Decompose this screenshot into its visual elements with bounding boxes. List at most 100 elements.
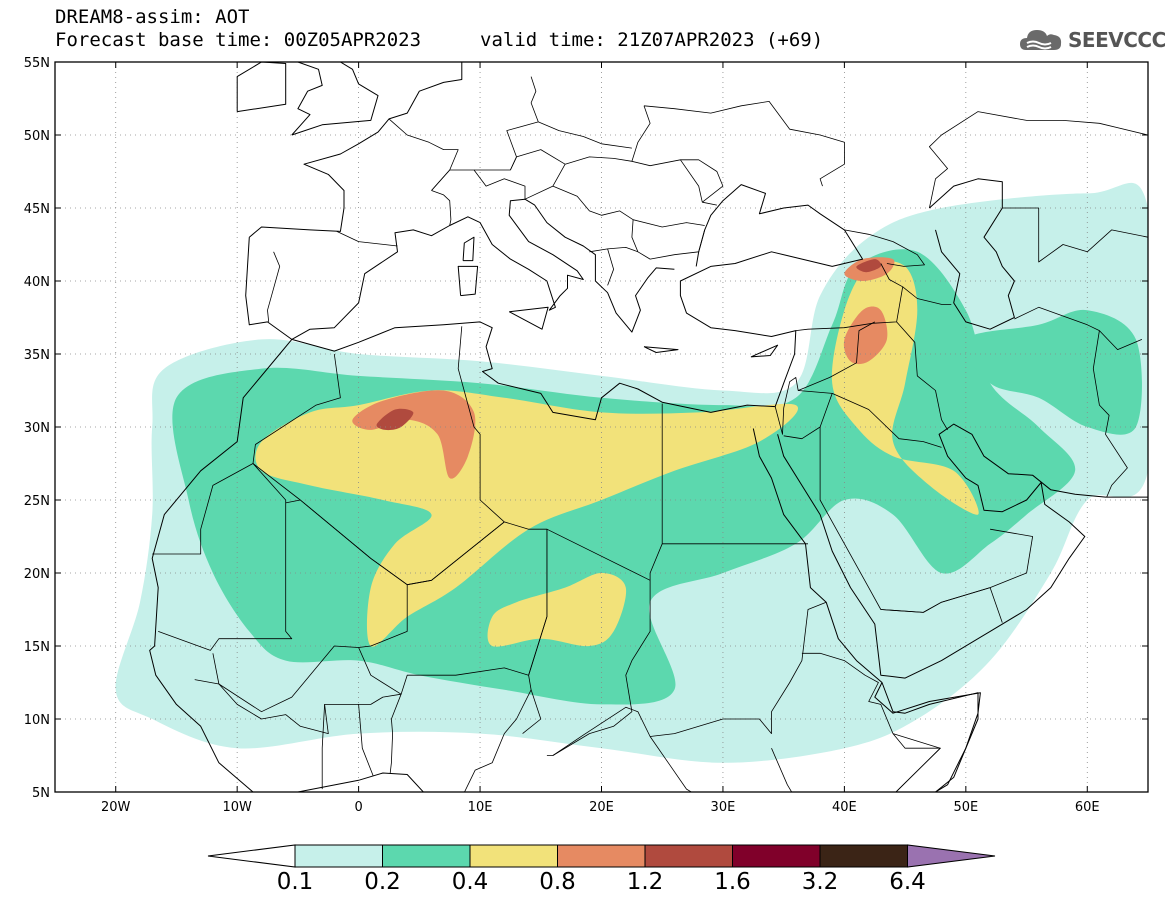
- border-caucasus: [844, 229, 925, 267]
- coastline-arabia-coast: [777, 423, 1148, 679]
- border-morocco-algeria: [252, 353, 341, 464]
- coastlines-borders: [149, 62, 1148, 792]
- border-alps: [431, 190, 452, 226]
- border-somalia-border: [892, 733, 941, 792]
- coastline-levant-coast: [679, 184, 864, 407]
- border-romania-bulgaria: [633, 219, 705, 228]
- dust-region-extreme-dust-algeria: [376, 408, 414, 431]
- dust-contours: [115, 182, 1148, 763]
- coastline-north-africa-coast: [291, 321, 776, 421]
- border-yemen-oman: [880, 587, 1003, 623]
- cloud-logo-icon: [1020, 30, 1062, 50]
- colorbar-segment: [557, 844, 646, 868]
- coastline-sicily: [508, 306, 549, 330]
- colorbar-segment: [644, 844, 733, 868]
- border-kazakh-uzbek: [1002, 207, 1148, 263]
- logo-text: SEEVCCC: [1068, 28, 1165, 52]
- coastline-europe-coast: [245, 198, 675, 340]
- border-balkans-3: [607, 248, 614, 286]
- dust-region-very-high-dust-iraq: [843, 306, 888, 365]
- x-tick-label: 20E: [589, 800, 614, 815]
- border-moldova: [680, 159, 724, 203]
- border-russia-kazakh: [929, 111, 1148, 209]
- colorbar-segment: [819, 844, 908, 868]
- coastline-wales-england: [291, 62, 323, 136]
- valid-time: valid time: 21Z07APR2023 (+69): [480, 29, 824, 51]
- colorbar-label: 0.1: [277, 869, 314, 895]
- border-south-sudan-car: [552, 706, 693, 792]
- border-poland-south: [538, 121, 632, 149]
- x-tick-label: 0: [354, 800, 362, 815]
- y-tick-label: 15N: [24, 640, 50, 655]
- coastline-gulf-of-aden-somalia: [874, 682, 981, 792]
- x-tick-label: 10W: [222, 800, 252, 815]
- border-tunisia-libya: [457, 326, 505, 523]
- x-tick-label: 40E: [832, 800, 857, 815]
- coastline-red-sea-west: [752, 428, 979, 792]
- coastline-corsica: [462, 236, 475, 262]
- border-ghana-togo: [321, 704, 325, 790]
- coastline-caspian-sea: [929, 178, 1015, 330]
- colorbar-label: 6.4: [889, 869, 926, 895]
- border-chad-west: [522, 529, 548, 734]
- dust-region-very-high-dust-algeria: [352, 390, 476, 479]
- border-belarus-ukraine: [643, 101, 845, 187]
- colorbar-segment: [294, 844, 383, 868]
- border-nigeria-east: [464, 689, 532, 792]
- border-iraq-iran: [896, 321, 948, 431]
- coastline-great-britain: [291, 62, 379, 136]
- y-tick-label: 10N: [24, 713, 50, 728]
- y-tick-label: 5N: [32, 786, 50, 801]
- colorbar: 0.1 0.2 0.4 0.8 1.2 1.6 3.2 6.4: [207, 844, 996, 895]
- border-sudan-south: [650, 601, 827, 737]
- border-chad-sudan: [546, 580, 651, 756]
- coastline-crete: [643, 346, 679, 353]
- border-syria-iraq: [798, 321, 875, 391]
- coastline-ireland: [236, 62, 287, 113]
- border-balkans-2: [589, 246, 639, 253]
- colorbar-segment: [382, 844, 471, 868]
- map-area: [54, 61, 1149, 793]
- border-iran-north: [902, 286, 952, 305]
- colorbar-label: 1.6: [714, 869, 751, 895]
- border-france-east: [388, 118, 459, 191]
- border-mauritania: [152, 463, 293, 651]
- colorbar-left-arrow: [207, 844, 296, 868]
- coastline-west-africa-coast: [149, 339, 425, 792]
- x-tick-label: 30E: [711, 800, 736, 815]
- dust-region-extreme-dust-anatolia: [856, 259, 882, 273]
- colorbar-label: 0.4: [452, 869, 489, 895]
- coastline-cyprus: [750, 344, 779, 358]
- y-tick-label: 25N: [24, 494, 50, 509]
- x-tick-label: 20W: [101, 800, 131, 815]
- y-tick-label: 45N: [24, 202, 50, 217]
- border-turkmen: [1014, 306, 1143, 351]
- seevccc-logo: SEEVCCC: [1018, 26, 1165, 54]
- coastline-sardinia: [457, 265, 479, 297]
- map-title: DREAM8-assim: AOT: [55, 6, 250, 28]
- border-ethiopia: [771, 652, 941, 792]
- border-israel-jordan: [774, 376, 833, 440]
- border-spain-portugal: [267, 251, 281, 322]
- border-libya-egypt: [546, 403, 663, 581]
- x-tick-label: 50E: [953, 800, 978, 815]
- y-tick-label: 20N: [24, 567, 50, 582]
- colorbar-segment: [469, 844, 558, 868]
- border-west-africa-internal: [194, 679, 402, 734]
- border-nigeria-cameroon: [389, 694, 402, 774]
- coastline-atlantic-europe: [248, 62, 463, 238]
- colorbar-label: 1.2: [627, 869, 664, 895]
- colorbar-label: 0.2: [364, 869, 401, 895]
- border-saudi-iraq: [832, 393, 942, 448]
- border-ukraine-west: [631, 105, 651, 162]
- forecast-times: Forecast base time: 00Z05APR2023 valid ti…: [55, 30, 823, 50]
- dust-region-high-dust-lake-chad: [487, 573, 627, 647]
- y-tick-label: 40N: [24, 275, 50, 290]
- axis-ticks: 20W 10W 0 10E 20E 30E 40E 50E 60E 55N 50N 45N 40N 35N…: [24, 56, 1148, 815]
- colorbar-label: 0.8: [539, 869, 576, 895]
- border-iran-east: [1092, 330, 1128, 498]
- x-tick-label: 10E: [468, 800, 493, 815]
- colorbar-segment: [732, 844, 821, 868]
- border-germany-czech: [506, 121, 539, 171]
